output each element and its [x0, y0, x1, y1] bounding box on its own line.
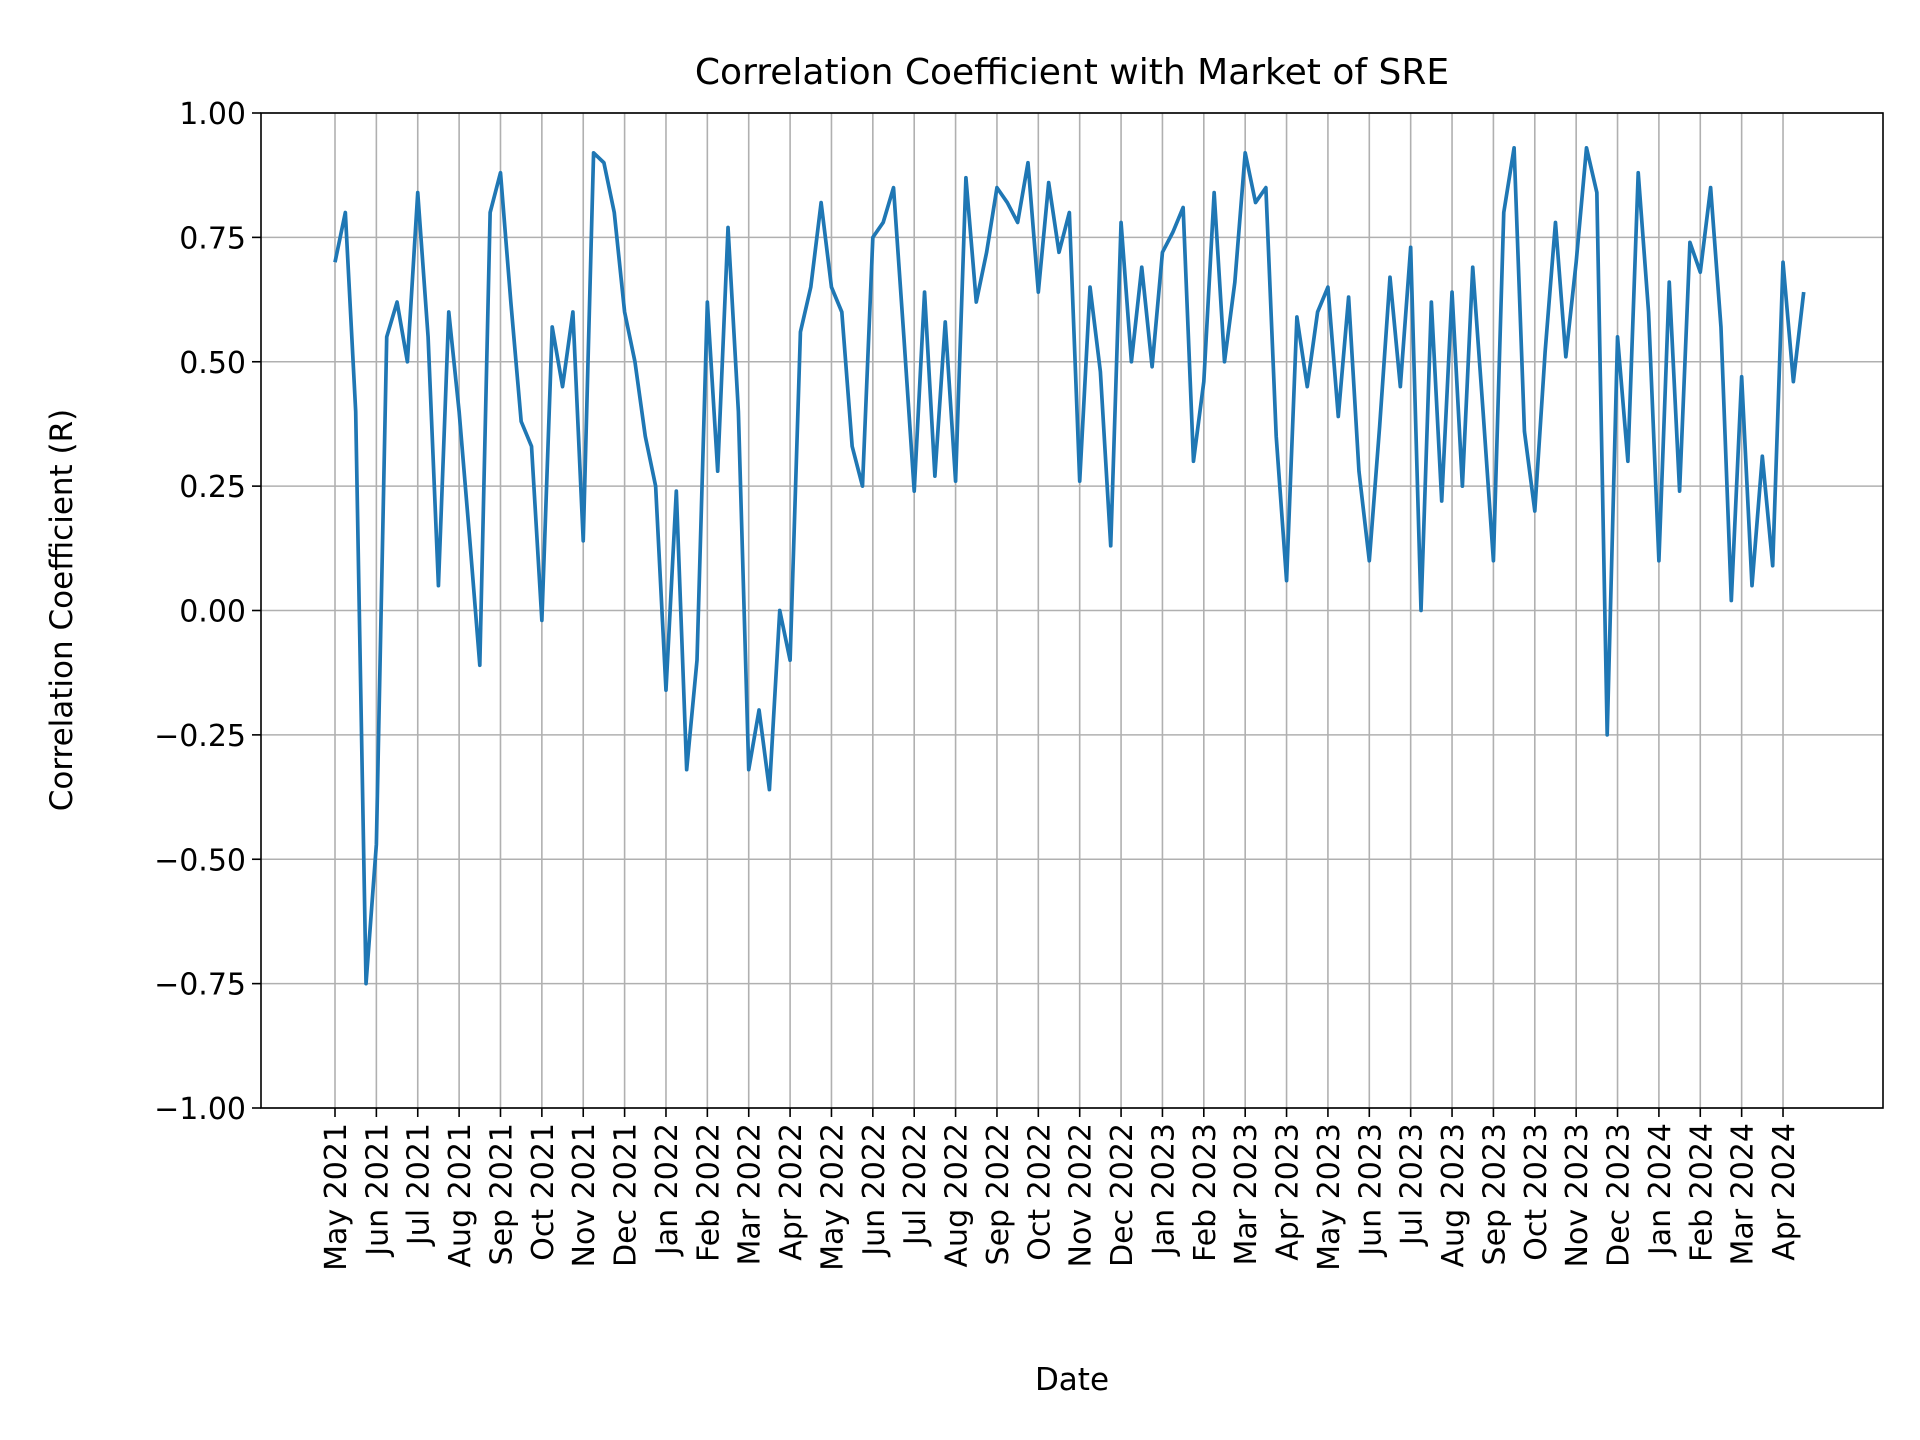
- x-tick-label: Jun 2022: [857, 1123, 892, 1258]
- x-tick-label: Jul 2022: [898, 1123, 933, 1247]
- x-tick-label: Sep 2022: [981, 1123, 1016, 1265]
- x-tick-label: Jul 2023: [1395, 1123, 1430, 1247]
- x-tick-label: Dec 2022: [1105, 1123, 1140, 1267]
- x-axis-label: Date: [1035, 1362, 1109, 1398]
- x-tick-label: Feb 2023: [1188, 1123, 1223, 1262]
- x-tick-label: Apr 2024: [1767, 1123, 1802, 1261]
- x-tick-label: Sep 2023: [1477, 1123, 1512, 1265]
- y-tick-label: −1.00: [154, 1092, 246, 1127]
- y-tick-label: −0.25: [154, 719, 246, 754]
- x-tick-label: Nov 2021: [567, 1123, 602, 1267]
- x-tick-label: Sep 2021: [484, 1123, 519, 1265]
- x-tick-label: Feb 2024: [1684, 1123, 1719, 1262]
- x-tick-label: May 2023: [1312, 1123, 1347, 1271]
- x-tick-label: Oct 2021: [526, 1123, 561, 1261]
- x-tick-label: Apr 2023: [1271, 1123, 1306, 1261]
- x-tick-label: Feb 2022: [691, 1123, 726, 1262]
- x-tick-label: Aug 2023: [1436, 1123, 1471, 1267]
- x-tick-label: Dec 2023: [1602, 1123, 1637, 1267]
- data-line: [333, 145, 1806, 986]
- x-tick-label: Nov 2023: [1560, 1123, 1595, 1267]
- x-tick-label: Dec 2021: [609, 1123, 644, 1267]
- x-tick-label: Jan 2023: [1146, 1123, 1181, 1257]
- x-tick-label: Jun 2023: [1353, 1123, 1388, 1258]
- x-tick-label: May 2022: [815, 1123, 850, 1271]
- x-tick-label: Aug 2021: [443, 1123, 478, 1267]
- y-tick-label: −0.50: [154, 843, 246, 878]
- x-tick-label: Jun 2021: [360, 1123, 395, 1258]
- y-tick-label: 0.50: [179, 346, 246, 381]
- x-tick-label: Aug 2022: [940, 1123, 975, 1267]
- x-tick-label: Jan 2024: [1643, 1123, 1678, 1257]
- x-tick-label: Mar 2022: [733, 1123, 768, 1266]
- x-tick-label: May 2021: [319, 1123, 354, 1271]
- plot-frame: [260, 112, 1884, 1109]
- x-tick-label: Oct 2022: [1022, 1123, 1057, 1261]
- y-tick-label: 1.00: [179, 97, 246, 132]
- chart-title: Correlation Coefficient with Market of S…: [695, 52, 1449, 93]
- x-tick-label: Nov 2022: [1064, 1123, 1099, 1267]
- y-tick-label: 0.75: [179, 221, 246, 256]
- x-tick-label: Jan 2022: [650, 1123, 685, 1257]
- x-tick-label: Jul 2021: [402, 1123, 437, 1247]
- y-axis-label: Correlation Coefficient (R): [44, 409, 80, 812]
- y-tick-label: −0.75: [154, 968, 246, 1003]
- y-tick-label: 0.00: [179, 595, 246, 630]
- y-tick-label: 0.25: [179, 470, 246, 505]
- x-tick-label: Oct 2023: [1519, 1123, 1554, 1261]
- x-tick-label: Apr 2022: [774, 1123, 809, 1261]
- x-tick-label: Mar 2024: [1726, 1123, 1761, 1266]
- x-tick-label: Mar 2023: [1229, 1123, 1264, 1266]
